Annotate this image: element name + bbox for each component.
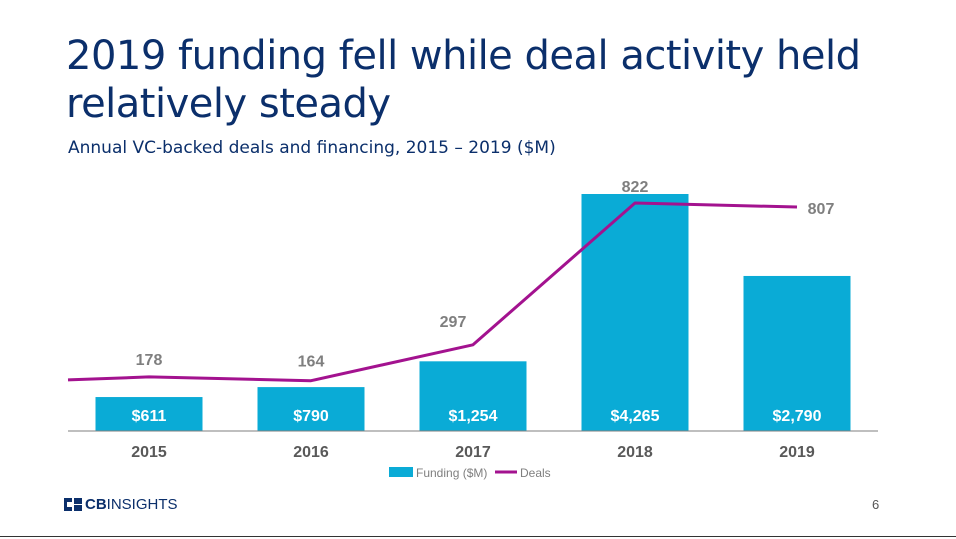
page-number: 6 bbox=[872, 497, 880, 512]
funding-bar-2015 bbox=[95, 397, 203, 431]
bottom-rule bbox=[0, 536, 956, 537]
deals-label-2019: 807 bbox=[808, 201, 835, 218]
x-tick-label-2018: 2018 bbox=[617, 444, 653, 461]
x-tick-label-2015: 2015 bbox=[131, 444, 167, 461]
slide-title: 2019 funding fell while deal activity he… bbox=[66, 33, 861, 127]
deals-label-2017: 297 bbox=[440, 314, 467, 331]
funding-label-2019: $2,790 bbox=[773, 408, 822, 425]
cb-logo-icon bbox=[64, 498, 82, 511]
logo-wordmark-rest: INSIGHTS bbox=[106, 496, 178, 513]
funding-bar-2017 bbox=[419, 361, 527, 431]
deals-line bbox=[67, 201, 798, 383]
x-tick-label-2019: 2019 bbox=[779, 444, 815, 461]
legend-swatch-funding bbox=[389, 467, 413, 477]
funding-bar-2016 bbox=[257, 387, 365, 431]
cb-insights-logo: CBINSIGHTS bbox=[64, 496, 178, 513]
logo-wordmark-bold: CB bbox=[85, 496, 107, 513]
legend-label-funding: Funding ($M) bbox=[416, 466, 487, 480]
funding-bar-2018 bbox=[581, 194, 689, 431]
x-tick-label-2017: 2017 bbox=[455, 444, 491, 461]
slide-subtitle: Annual VC-backed deals and financing, 20… bbox=[68, 138, 556, 158]
x-tick-label-2016: 2016 bbox=[293, 444, 329, 461]
deals-label-2016: 164 bbox=[298, 354, 325, 371]
funding-label-2017: $1,254 bbox=[449, 408, 498, 425]
logo-wordmark: CBINSIGHTS bbox=[85, 496, 178, 513]
funding-label-2015: $611 bbox=[132, 408, 167, 425]
funding-bar-2019 bbox=[743, 275, 851, 431]
legend-label-deals: Deals bbox=[520, 466, 551, 480]
funding-label-2018: $4,265 bbox=[611, 408, 660, 425]
funding-label-2016: $790 bbox=[293, 408, 329, 425]
deals-label-2018: 822 bbox=[622, 179, 649, 196]
deals-label-2015: 178 bbox=[136, 352, 163, 369]
